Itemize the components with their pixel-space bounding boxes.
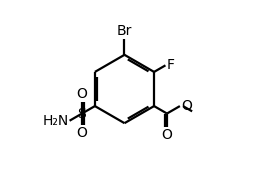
Text: F: F [167, 58, 175, 72]
Text: Br: Br [117, 24, 132, 38]
Text: H₂N: H₂N [42, 114, 69, 128]
Text: S: S [77, 106, 86, 121]
Text: O: O [161, 128, 173, 142]
Text: O: O [77, 87, 87, 101]
Text: O: O [181, 99, 192, 113]
Text: O: O [77, 126, 87, 140]
